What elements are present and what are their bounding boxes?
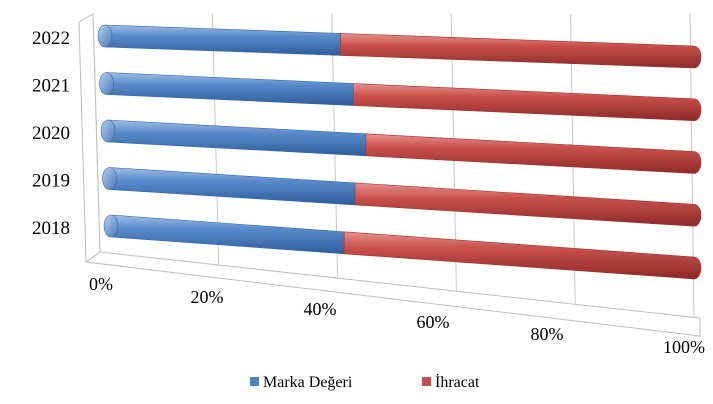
- bar-segment-ihracat-2021: [352, 83, 702, 122]
- x-tick-label: 20%: [191, 287, 224, 307]
- floor-frame: [84, 251, 701, 337]
- legend-label-marka-degeri: Marka Değeri: [263, 374, 353, 391]
- x-tick-label: 60%: [417, 312, 450, 332]
- labels-layer: 2022 2021 2020 2019 2018 0% 20% 40% 60% 80% 100%: [32, 28, 705, 357]
- x-tick-label: 0%: [89, 274, 113, 294]
- bar-cap-2018: [103, 214, 119, 238]
- bar-segment-ihracat-2018: [343, 231, 702, 280]
- bar-segment-marka-degeri-2019: [109, 167, 363, 206]
- bars-layer: [97, 24, 702, 280]
- legend-swatch-ihracat: [422, 377, 431, 386]
- bar-segment-marka-degeri-2018: [110, 214, 352, 255]
- bar-segment-ihracat-2022: [340, 33, 702, 69]
- legend: Marka Değeri İhracat: [250, 373, 480, 391]
- bar-cap-2019: [102, 167, 117, 190]
- category-label-2020: 2020: [32, 123, 70, 144]
- bar-segment-marka-degeri-2022: [104, 24, 348, 56]
- category-label-2018: 2018: [32, 218, 70, 239]
- bar-segment-marka-degeri-2020: [107, 119, 374, 157]
- axis-layer: [78, 13, 701, 337]
- category-label-2019: 2019: [32, 171, 70, 192]
- x-tick-label: 80%: [531, 324, 564, 344]
- legend-swatch-marka-degeri: [250, 377, 259, 386]
- x-tick-label: 100%: [663, 337, 705, 357]
- bar-segment-marka-degeri-2021: [106, 72, 361, 106]
- bar-segment-ihracat-2019: [354, 182, 702, 227]
- bar-cap-2022: [97, 24, 113, 48]
- bar-cap-2020: [100, 119, 116, 143]
- legend-label-ihracat: İhracat: [435, 373, 480, 391]
- bar-segment-ihracat-2020: [365, 133, 702, 174]
- category-label-2022: 2022: [32, 28, 70, 49]
- back-wall-frame: [78, 13, 101, 263]
- x-tick-label: 40%: [304, 299, 337, 319]
- bar-cap-2021: [99, 72, 114, 95]
- category-label-2021: 2021: [32, 76, 70, 97]
